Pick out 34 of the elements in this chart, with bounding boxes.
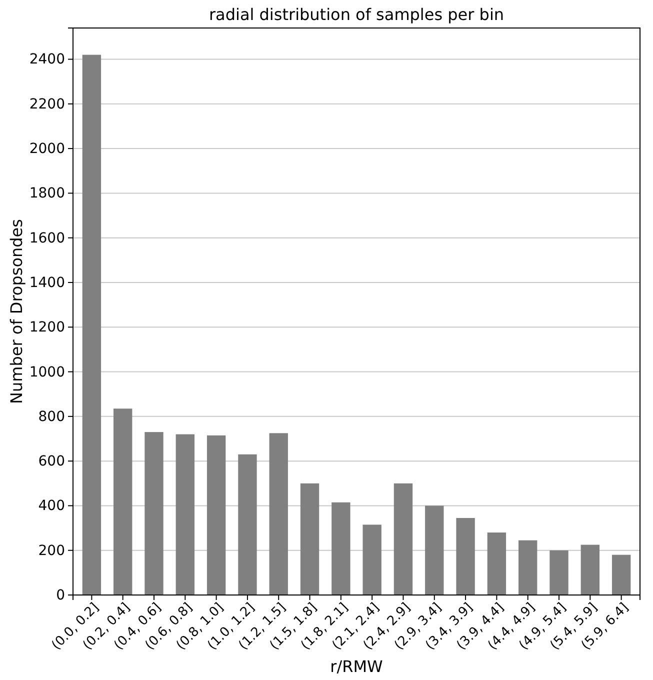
bar [332,502,350,595]
y-tick-label: 1800 [29,186,65,202]
y-axis-title: Number of Dropsondes [7,219,26,404]
chart-title: radial distribution of samples per bin [208,5,504,24]
bar [82,54,102,595]
y-tick-label: 2000 [29,141,65,158]
y-tick-label: 2200 [29,96,65,112]
bar [206,435,226,595]
bar [612,554,631,595]
y-tick-label: 800 [38,408,65,425]
bar [580,544,600,595]
bar [114,408,132,595]
bar [269,433,288,595]
y-tick-label: 1200 [29,320,65,336]
bar [300,483,320,595]
bar [394,483,413,595]
bar [362,524,382,595]
bar [144,432,164,595]
y-tick-label: 600 [38,454,65,470]
bar [456,518,475,595]
bar [518,540,538,595]
bar [176,434,194,595]
y-tick-label: 2400 [29,52,65,68]
y-tick-label: 0 [56,587,65,604]
y-tick-label: 1400 [29,274,65,291]
x-axis-title: r/RMW [330,657,384,676]
y-tick-label: 1600 [29,230,65,246]
bar [487,532,506,595]
y-tick-label: 1000 [29,364,65,380]
bar [238,454,257,595]
bar [550,550,568,595]
bar [425,506,444,595]
y-tick-label: 200 [38,542,65,559]
y-tick-label: 400 [38,498,65,514]
